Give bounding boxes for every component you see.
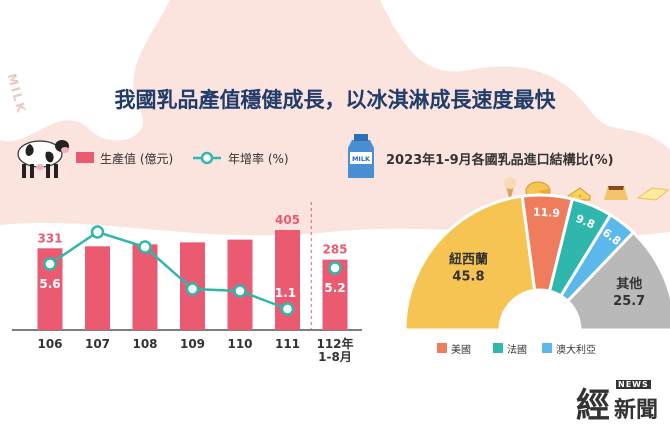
x-tick-label-2: 108 [132, 337, 157, 351]
legend-label-us: 美國 [451, 345, 471, 356]
pie-name-label-4: 其他 [616, 276, 642, 292]
logo-main-character: 經 [576, 386, 610, 424]
pudding-icon [604, 186, 628, 200]
x-tick-label-1: 107 [85, 337, 110, 351]
carton-label: MILK [352, 155, 371, 163]
bar-1 [85, 246, 110, 330]
logo-sub-text: 新聞 [614, 397, 659, 423]
bar-value-label-6: 285 [322, 243, 347, 257]
line-legend-label: 年增率 (%) [228, 152, 289, 166]
pie-slice-0 [403, 194, 537, 332]
legend-swatch-au [542, 343, 552, 353]
ice-cream-icon [504, 177, 516, 202]
x-tick-label-6-line1: 1-8月 [318, 350, 352, 364]
butter-icon [636, 187, 670, 201]
x-tick-label-6: 112年 [316, 336, 353, 351]
growth-value-label-6: 5.2 [324, 281, 345, 295]
legend-swatch-us [437, 343, 447, 353]
growth-rate-line [49, 230, 288, 311]
legend-label-au: 澳大利亞 [556, 345, 596, 356]
growth-value-label-0: 5.6 [39, 277, 60, 291]
growth-point-0 [43, 257, 57, 271]
cow-icon [17, 140, 69, 178]
growth-point-5 [280, 302, 295, 316]
pie-value-label-1: 11.9 [533, 206, 561, 220]
pie-name-label-0: 紐西蘭 [449, 251, 488, 267]
pie-slice-4 [565, 230, 670, 332]
growth-value-label-5: 1.1 [275, 286, 296, 300]
legend-swatch-fr [493, 343, 503, 353]
x-tick-label-3: 109 [180, 337, 205, 351]
milk-carton-icon: MILK [348, 134, 374, 178]
page-title: 我國乳品產值穩健成長，以冰淇淋成長速度最快 [114, 88, 556, 112]
x-tick-label-0: 106 [37, 337, 62, 351]
milk-splash-decoration [0, 0, 670, 150]
growth-point-2 [138, 240, 152, 254]
pie-value-label-4: 25.7 [613, 294, 645, 309]
bar-value-label-0: 331 [37, 231, 62, 245]
line-legend-swatch [193, 151, 221, 165]
x-tick-label-4: 110 [227, 337, 252, 351]
growth-point-1 [90, 225, 105, 239]
growth-point-4 [233, 284, 247, 298]
bar-2 [132, 244, 158, 330]
legend-label-fr: 法國 [507, 345, 527, 356]
bar-legend-swatch [76, 152, 94, 163]
growth-point-6 [328, 261, 342, 275]
bar-legend-label: 生產值 (億元) [100, 152, 174, 166]
pie-chart-title: 2023年1-9月各國乳品進口結構比(%) [386, 153, 614, 168]
growth-point-3 [185, 282, 200, 296]
x-tick-label-5: 111 [275, 337, 300, 351]
production-value-chart: 331 405 285 5.6 1.1 5.2 106 107 108 109 110 111 112年… [12, 202, 362, 364]
logo-news-tag: NEWS [616, 380, 651, 389]
bar-value-label-5: 405 [275, 213, 300, 227]
pie-value-label-0: 45.8 [452, 269, 484, 284]
